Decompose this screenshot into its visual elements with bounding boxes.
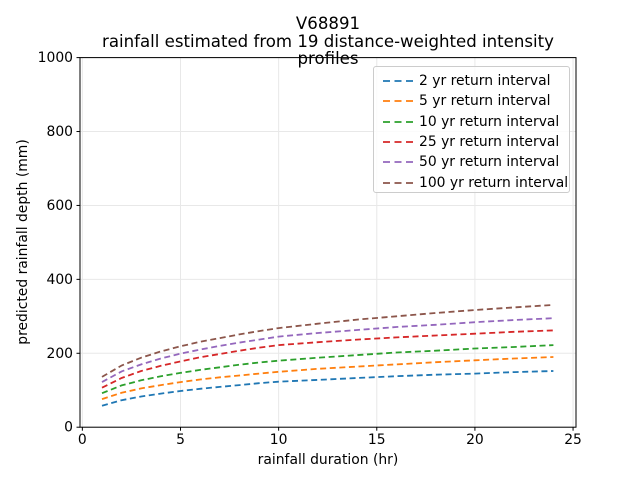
legend-label: 25 yr return interval bbox=[419, 134, 560, 151]
legend-item: 10 yr return interval bbox=[383, 112, 569, 132]
y-tick-label: 200 bbox=[46, 346, 73, 362]
legend-label: 5 yr return interval bbox=[419, 93, 551, 110]
x-tick-label: 15 bbox=[368, 432, 386, 448]
legend-dashed-line-swatch bbox=[383, 141, 413, 143]
y-tick-label: 1000 bbox=[38, 50, 73, 66]
legend-item: 50 yr return interval bbox=[383, 152, 569, 172]
legend-label: 100 yr return interval bbox=[419, 174, 569, 191]
legend-item: 5 yr return interval bbox=[383, 91, 569, 111]
x-axis-label: rainfall duration (hr) bbox=[257, 452, 399, 468]
legend-item: 25 yr return interval bbox=[383, 132, 569, 152]
plot-border bbox=[79, 57, 577, 428]
chart-subtitle: rainfall estimated from 19 distance-weig… bbox=[102, 31, 554, 68]
y-tick-label: 800 bbox=[46, 124, 73, 140]
legend: 2 yr return interval 5 yr return interval… bbox=[373, 66, 570, 193]
legend-dashed-line-swatch bbox=[383, 100, 413, 103]
x-tick-label: 25 bbox=[564, 432, 582, 448]
legend-label: 10 yr return interval bbox=[419, 113, 560, 130]
legend-item: 2 yr return interval bbox=[383, 71, 569, 91]
legend-dashed-line-swatch bbox=[383, 80, 413, 83]
x-tick-label: 5 bbox=[176, 432, 185, 448]
y-tick-label: 0 bbox=[64, 420, 73, 436]
y-axis-label: predicted rainfall depth (mm) bbox=[15, 139, 31, 345]
legend-label: 2 yr return interval bbox=[419, 73, 551, 90]
chart-title: V68891 bbox=[295, 14, 361, 33]
series-line-1 bbox=[101, 370, 554, 407]
series-line-6 bbox=[101, 304, 554, 378]
chart-title-block: V68891 rainfall estimated from 19 distan… bbox=[80, 15, 576, 68]
x-tick-label: 10 bbox=[270, 432, 288, 448]
legend-item: 100 yr return interval bbox=[383, 172, 569, 192]
series-line-2 bbox=[101, 356, 554, 400]
y-tick-label: 400 bbox=[46, 272, 73, 288]
legend-label: 50 yr return interval bbox=[419, 154, 560, 171]
legend-dashed-line-swatch bbox=[383, 181, 413, 184]
legend-dashed-line-swatch bbox=[383, 161, 413, 164]
y-tick-label: 600 bbox=[46, 198, 73, 214]
series-line-5 bbox=[101, 317, 554, 383]
x-tick-label: 20 bbox=[466, 432, 484, 448]
series-line-3 bbox=[101, 344, 554, 395]
legend-dashed-line-swatch bbox=[383, 120, 413, 123]
x-tick-label: 0 bbox=[78, 432, 87, 448]
